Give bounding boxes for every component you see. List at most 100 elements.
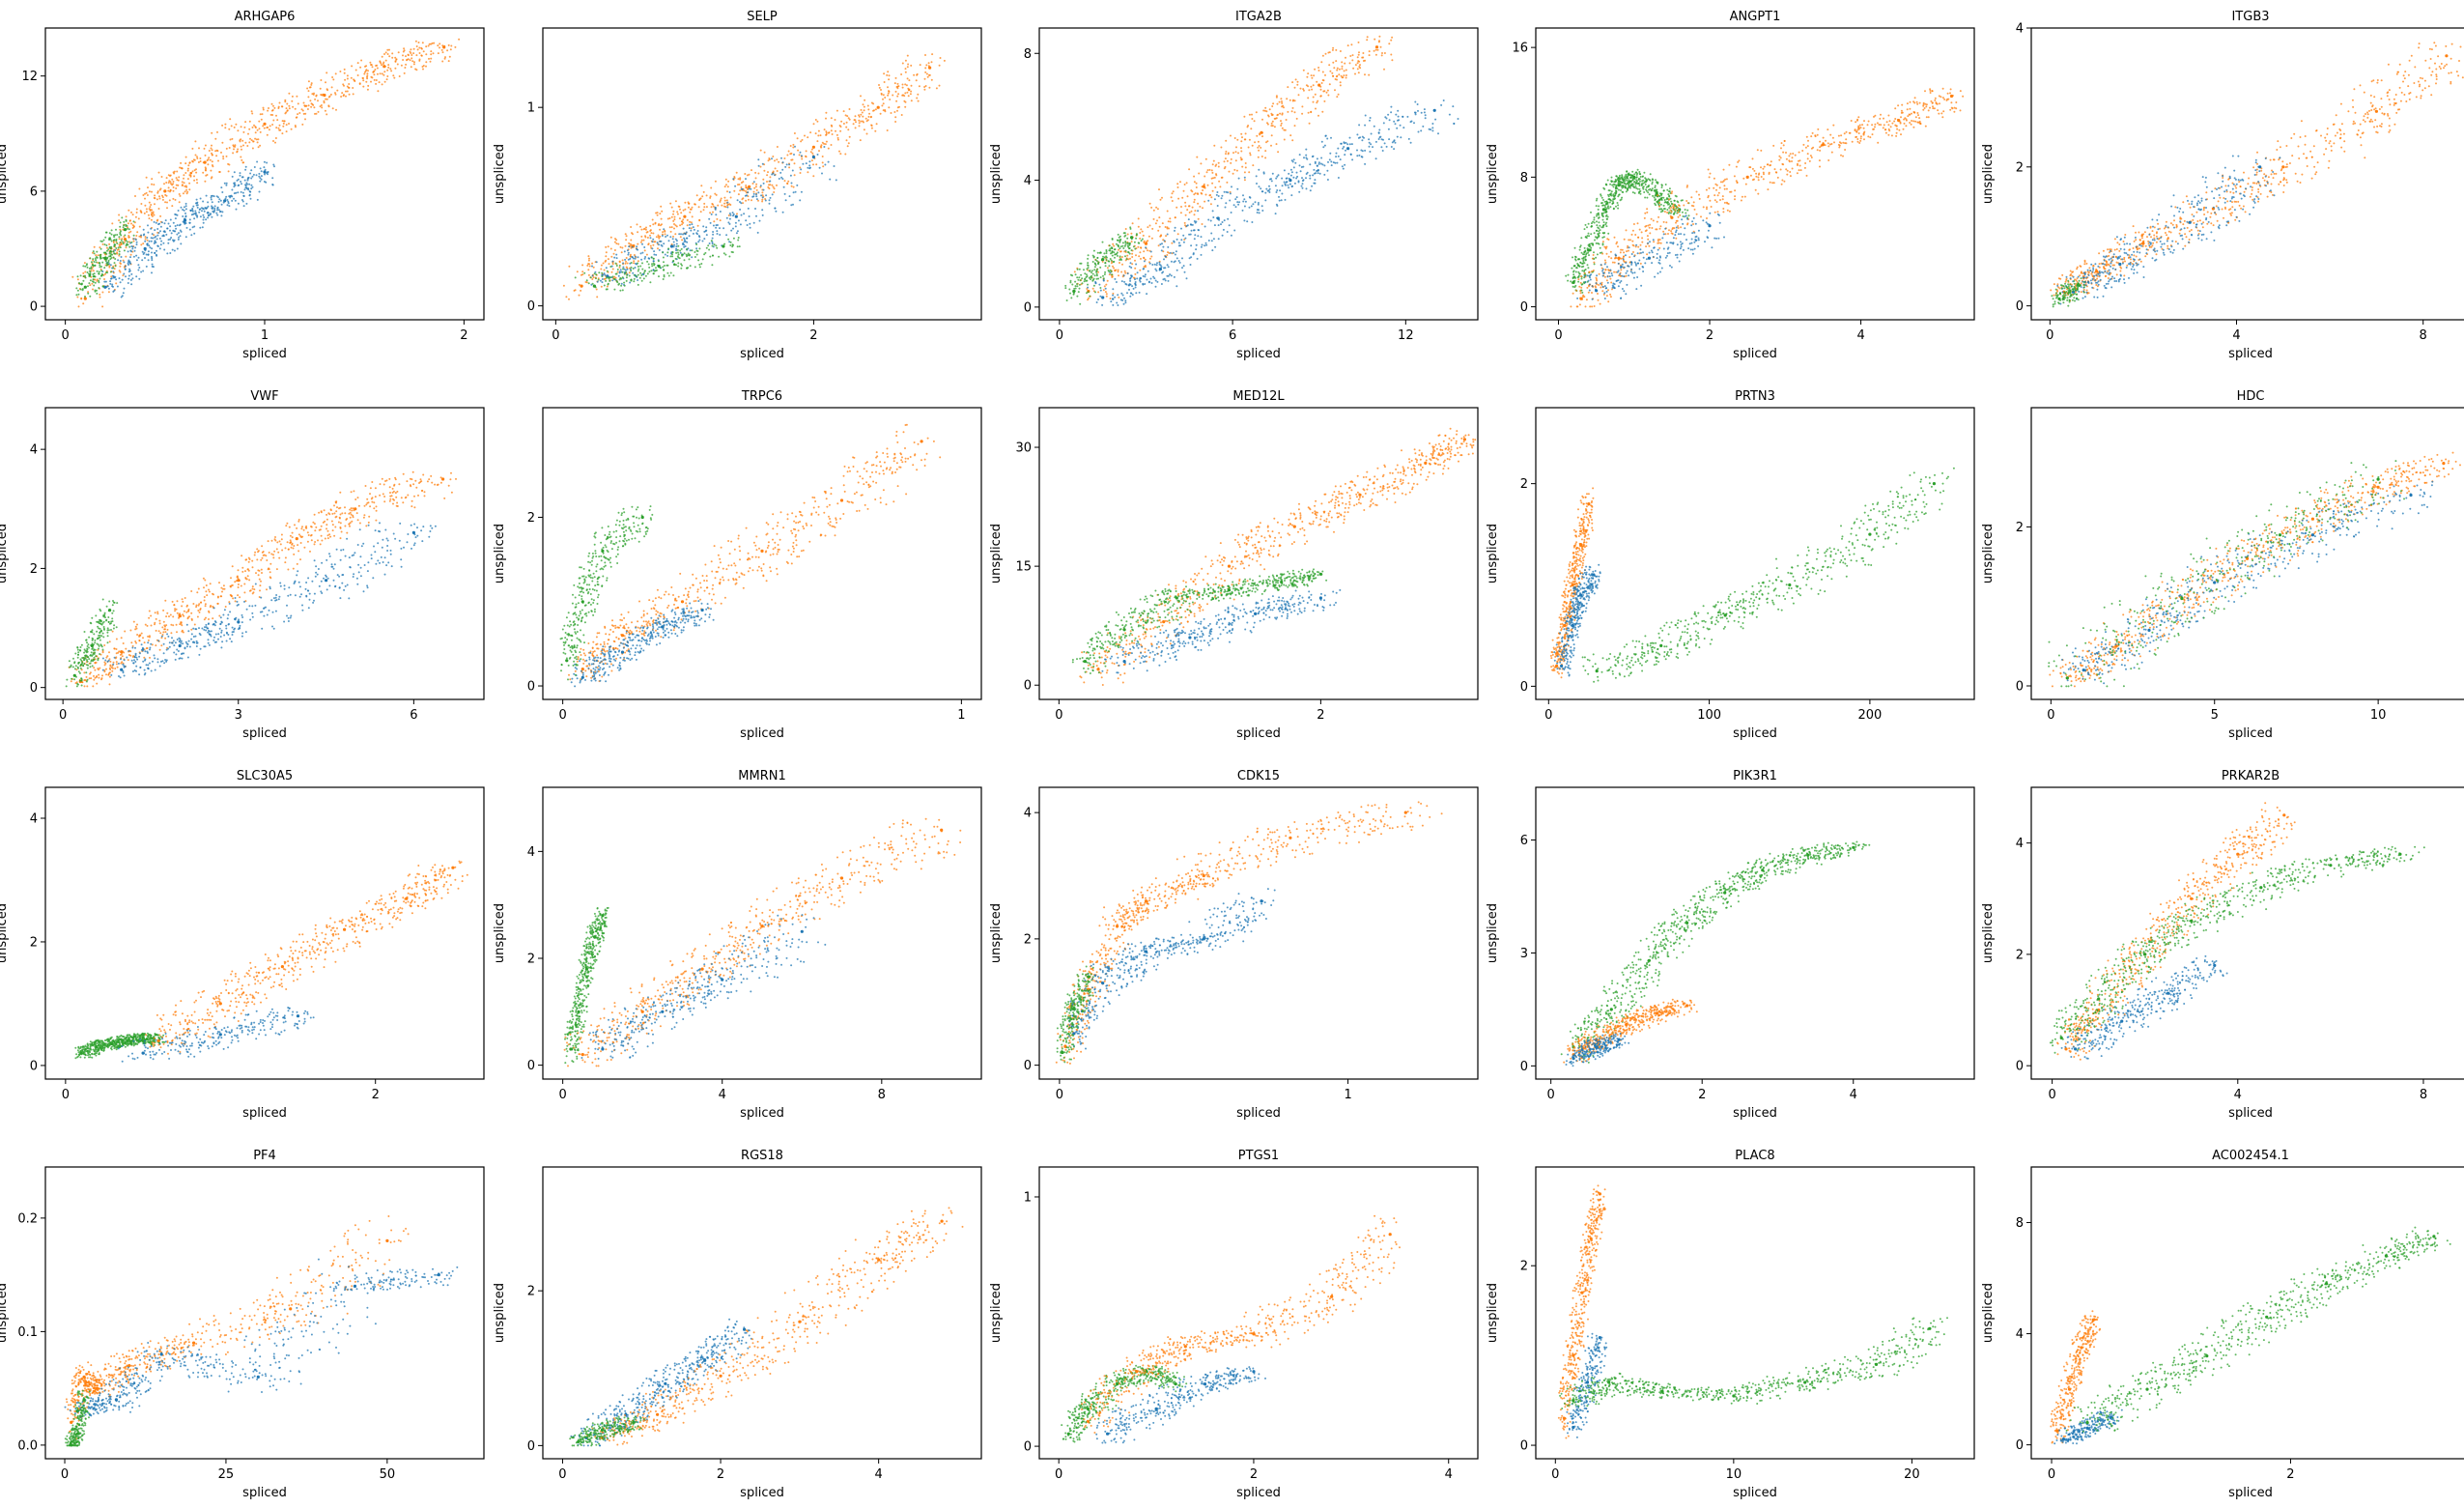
cloud-point	[1124, 228, 1127, 230]
cloud-point	[273, 106, 276, 109]
cloud-point	[1151, 227, 1154, 230]
cloud-point	[1140, 228, 1143, 231]
cloud-point	[1157, 244, 1160, 247]
cloud-point	[1431, 123, 1434, 125]
cloud-point	[739, 189, 742, 192]
cloud-point	[860, 120, 863, 123]
cloud-point	[119, 231, 122, 234]
cloud-point	[901, 83, 904, 86]
cloud-point	[1374, 53, 1377, 56]
cloud-point	[670, 226, 673, 229]
cloud-point	[1121, 299, 1124, 301]
cloud-point	[119, 246, 122, 249]
cloud-point	[736, 199, 739, 202]
cloud-point	[1124, 255, 1126, 258]
cloud-point	[1092, 284, 1095, 287]
panel-title: ARHGAP6	[235, 10, 296, 24]
cloud-point	[627, 258, 630, 261]
cloud-point	[98, 270, 100, 273]
cloud-point	[709, 196, 712, 199]
cloud-point	[126, 243, 128, 246]
cloud-point	[1656, 200, 1658, 203]
cloud-point	[1335, 60, 1338, 63]
cloud-point	[1130, 232, 1133, 235]
cloud-point	[370, 75, 373, 78]
cloud-point	[729, 196, 732, 199]
cloud-point	[671, 238, 674, 241]
cloud-point	[243, 126, 246, 128]
cloud-point	[794, 190, 797, 193]
cloud-point	[425, 45, 428, 48]
cloud-point	[134, 246, 137, 249]
cloud-point	[119, 265, 122, 268]
cloud-point	[888, 106, 891, 109]
cloud-point	[1361, 139, 1364, 142]
cloud-point	[1216, 191, 1219, 193]
cloud-point	[1278, 199, 1281, 202]
cloud-point	[1070, 297, 1073, 299]
cloud-point	[219, 199, 222, 202]
cloud-point	[783, 180, 786, 183]
cloud-point	[447, 60, 450, 63]
cloud-point	[1144, 275, 1147, 278]
cloud-point	[127, 274, 130, 277]
cloud-point	[1148, 202, 1151, 205]
cloud-point	[637, 242, 639, 245]
cloud-point	[164, 219, 167, 222]
cloud-point	[207, 163, 210, 166]
cloud-point	[1235, 196, 1238, 199]
cloud-point	[1587, 267, 1590, 270]
data-point	[683, 214, 687, 218]
cloud-point	[1364, 124, 1367, 127]
cloud-point	[910, 100, 913, 102]
cloud-point	[1265, 187, 1268, 190]
cloud-point	[1161, 222, 1164, 225]
cloud-point	[151, 212, 154, 213]
cloud-point	[103, 267, 106, 270]
cloud-point	[723, 202, 726, 205]
data-point	[1374, 45, 1379, 49]
cloud-point	[323, 101, 326, 104]
cloud-point	[739, 178, 742, 181]
cloud-point	[873, 109, 875, 112]
cloud-point	[77, 305, 80, 308]
cloud-point	[1097, 291, 1100, 294]
cloud-point	[1343, 70, 1345, 72]
cloud-point	[666, 251, 669, 254]
cloud-point	[125, 240, 127, 242]
cloud-point	[740, 182, 743, 185]
cloud-point	[1651, 183, 1654, 185]
cloud-point	[690, 229, 693, 232]
cloud-point	[1337, 155, 1340, 157]
cloud-point	[652, 262, 655, 265]
cloud-point	[1583, 270, 1586, 272]
cloud-point	[863, 105, 865, 108]
cloud-point	[213, 205, 216, 208]
cloud-point	[653, 241, 656, 243]
cloud-point	[449, 48, 452, 51]
cloud-point	[830, 129, 833, 132]
cloud-point	[672, 241, 675, 243]
cloud-point	[258, 120, 261, 123]
cloud-point	[87, 291, 90, 294]
cloud-point	[686, 248, 688, 250]
cloud-point	[122, 241, 125, 243]
cloud-point	[1109, 271, 1112, 274]
cloud-point	[796, 184, 799, 186]
cloud-point	[1177, 242, 1180, 244]
cloud-point	[1581, 291, 1584, 294]
cloud-point	[1370, 143, 1373, 146]
cloud-point	[1607, 300, 1610, 303]
cloud-point	[643, 270, 646, 272]
cloud-point	[662, 256, 665, 259]
cloud-point	[677, 205, 680, 208]
cloud-point	[244, 185, 247, 187]
cloud-point	[1200, 236, 1203, 239]
cloud-point	[1198, 172, 1201, 175]
cloud-point	[211, 154, 213, 156]
cloud-point	[429, 60, 432, 63]
cloud-point	[858, 122, 861, 125]
cloud-point	[1609, 277, 1612, 280]
cloud-point	[1265, 110, 1268, 113]
cloud-point	[307, 104, 310, 107]
